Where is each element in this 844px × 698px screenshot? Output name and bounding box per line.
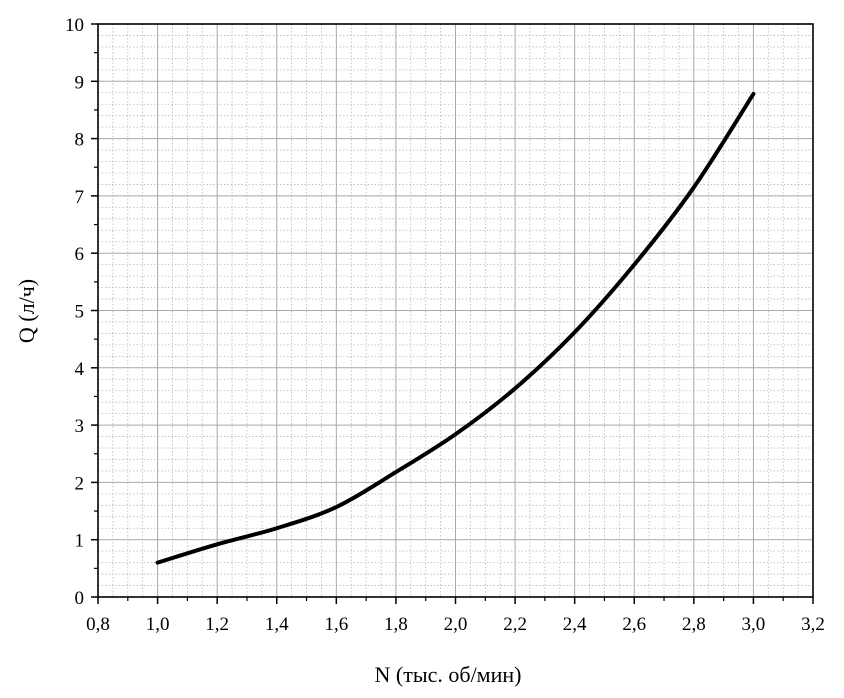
x-tick-label: 3,0 [742, 614, 766, 635]
y-tick-label: 2 [75, 473, 85, 494]
x-tick-label: 1,0 [146, 614, 170, 635]
major-grid [97, 23, 814, 598]
series-layer [155, 91, 756, 565]
x-tick-label: 1,8 [384, 614, 408, 635]
x-tick-label: 1,2 [205, 614, 229, 635]
y-tick-label: 4 [75, 359, 85, 380]
y-tick-label: 6 [75, 244, 85, 265]
x-tick-label: 2,2 [503, 614, 527, 635]
series-line [155, 91, 756, 565]
y-tick-label: 8 [75, 130, 85, 151]
x-tick-label: 3,2 [801, 614, 825, 635]
axis-ticks [91, 23, 814, 604]
x-tick-label: 1,4 [265, 614, 289, 635]
y-axis-title: Q (л/ч) [14, 279, 39, 343]
x-tick-label: 0,8 [86, 614, 110, 635]
x-tick-label: 2,8 [682, 614, 706, 635]
x-tick-label: 1,6 [324, 614, 348, 635]
y-tick-label: 3 [75, 416, 85, 437]
x-tick-label: 2,6 [622, 614, 646, 635]
x-tick-label: 2,0 [444, 614, 468, 635]
y-tick-label: 1 [75, 531, 85, 552]
y-tick-label: 0 [75, 588, 85, 609]
x-tick-label: 2,4 [563, 614, 587, 635]
x-axis-title: N (тыс. об/мин) [375, 662, 522, 687]
y-tick-label: 7 [75, 187, 85, 208]
y-tick-label: 9 [75, 72, 85, 93]
y-tick-label: 10 [65, 15, 84, 36]
y-tick-label: 5 [75, 302, 85, 323]
tick-labels: 0,8 1,0 1,2 1,4 1,6 1,8 2,0 2,2 2,4 2,6 2,8 3,0 3,2 0… [65, 15, 825, 635]
